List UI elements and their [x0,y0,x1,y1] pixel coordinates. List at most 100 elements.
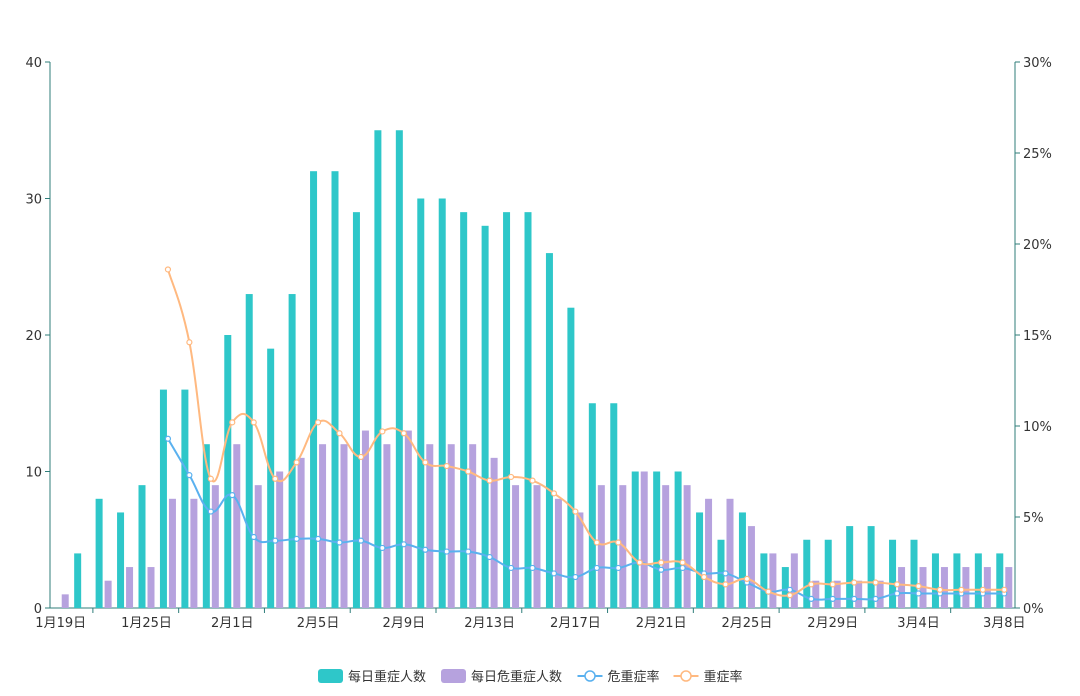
point-critical-rate [164,435,172,442]
bar-severe [653,471,661,608]
point-critical-rate [550,570,558,577]
right-axis-tick-label: 20% [1023,238,1052,253]
point-critical-rate [486,553,493,561]
bar-critical [940,567,948,608]
right-axis-tick-label: 5% [1023,511,1044,526]
bar-critical [426,444,434,608]
bar-critical [233,444,241,608]
bar-critical [168,498,176,608]
left-axis-tick-label: 10 [25,466,42,481]
point-severe-rate [915,583,922,590]
point-severe-rate [550,490,558,497]
point-critical-rate [314,535,322,542]
bar-critical [790,553,798,608]
left-axis-tick-label: 0 [34,602,42,617]
point-critical-rate [593,564,600,572]
bar-severe [567,307,575,608]
bar-severe [395,130,403,608]
right-axis-tick-label: 30% [1023,56,1052,71]
bar-critical [404,430,412,608]
point-critical-rate [272,537,279,544]
bar-severe [631,471,639,608]
point-critical-rate [851,595,858,603]
point-severe-rate [357,453,365,461]
bar-critical [1005,567,1013,608]
right-axis-tick-label: 10% [1023,420,1052,435]
point-critical-rate [572,573,579,581]
point-severe-rate [443,462,450,470]
x-axis-tick-label: 2月29日 [807,616,858,631]
point-severe-rate [336,430,343,437]
bar-severe [460,212,468,608]
point-critical-rate [336,539,343,546]
bar-critical [490,457,498,608]
bar-severe [438,198,446,608]
bar-severe [803,539,811,608]
point-severe-rate [314,419,322,426]
point-severe-rate [486,477,493,484]
bar-severe [738,512,746,608]
right-axis-tick-label: 15% [1023,329,1052,344]
bar-critical [597,485,605,608]
point-severe-rate [529,477,536,484]
bar-critical [983,567,991,608]
bar-severe [74,553,82,608]
legend-swatch-icon [441,669,466,683]
right-axis-tick-label: 0% [1023,602,1044,617]
bar-critical [833,580,841,608]
point-critical-rate [893,590,901,597]
point-severe-rate [186,339,193,346]
bar-critical [662,485,670,608]
point-severe-rate [379,428,386,435]
bar-severe [117,512,125,608]
point-severe-rate [400,430,407,437]
right-axis-tick-label: 25% [1023,147,1052,162]
point-severe-rate [593,539,600,546]
x-axis-tick-label: 2月13日 [464,616,515,631]
point-critical-rate [465,548,472,555]
bar-severe [181,389,189,608]
point-severe-rate [1001,586,1008,593]
point-severe-rate [615,539,622,546]
legend-label: 重症率 [704,669,743,685]
point-severe-rate [829,581,836,588]
point-critical-rate [357,537,365,544]
point-severe-rate [229,419,236,426]
bar-severe [310,171,318,608]
bar-critical [126,567,134,608]
point-critical-rate [658,566,665,573]
point-critical-rate [786,586,793,593]
bar-severe [138,485,146,608]
bar-critical [769,553,777,608]
point-severe-rate [679,559,686,566]
point-severe-rate [422,459,429,466]
legend-label: 每日危重症人数 [471,669,562,685]
bar-severe [996,553,1004,608]
x-axis-tick-label: 2月21日 [636,616,687,631]
point-severe-rate [743,575,751,582]
point-critical-rate [293,535,300,542]
bar-critical [104,580,112,608]
x-axis-tick-label: 1月19日 [35,616,86,631]
point-critical-rate [422,546,429,553]
x-axis-tick-label: 2月5日 [297,616,340,631]
bar-critical [147,567,155,608]
point-severe-rate [207,475,214,482]
bar-severe [545,253,553,608]
x-axis-tick-label: 3月8日 [983,616,1026,631]
bar-critical [447,444,455,608]
point-severe-rate [786,592,793,599]
left-axis-tick-label: 20 [25,329,42,344]
bar-critical [469,444,477,608]
bar-critical [211,485,219,608]
point-severe-rate [722,581,729,588]
point-severe-rate [958,586,965,593]
bar-critical [383,444,391,608]
point-critical-rate [186,472,193,479]
bar-severe [910,539,918,608]
line-critical-rate [167,438,1005,601]
point-severe-rate [765,588,772,595]
bar-critical [61,594,69,608]
point-critical-rate [615,564,622,572]
